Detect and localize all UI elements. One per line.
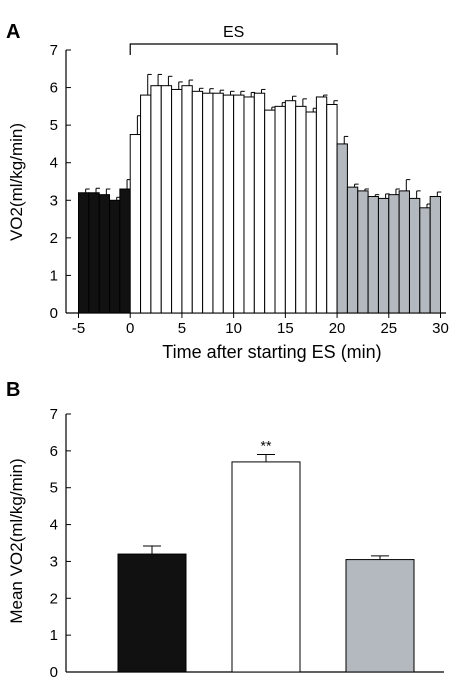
panel-b-bar	[231, 461, 301, 673]
panel-b-y-axis-title: Mean VO2(ml/kg/min)	[7, 458, 26, 623]
panel-a-bar	[408, 197, 421, 314]
panel-b-labels: 0 1 2 3 4 5 6 7 ** Mean VO2(ml/kg/min)	[7, 406, 272, 678]
panel-a-bar	[150, 85, 162, 314]
panel-b-y-tick-label: 1	[50, 627, 58, 644]
panel-a-bar	[274, 105, 286, 314]
panel-b-y-tick-label: 0	[50, 664, 58, 678]
panel-a-bar	[233, 94, 245, 314]
panel-a-bar	[88, 192, 100, 314]
panel-a-labels: 0 1 2 3 4 5 6 7 -5 0 5 10 15 20 25 30 ES Time after start…	[7, 24, 449, 362]
panel-a-x-tick-label: 5	[178, 320, 186, 337]
panel-b-y-tick-label: 6	[50, 443, 58, 460]
panel-a-bar	[419, 207, 431, 314]
panel-a-bar	[129, 134, 142, 314]
panel-a-bar	[78, 192, 90, 314]
panel-a-es-bracket	[129, 43, 338, 55]
panel-b-y-tick-label: 5	[50, 480, 58, 497]
panel-a-bar	[253, 92, 266, 314]
panel-a-bar	[357, 190, 369, 314]
panel-a-bar	[429, 196, 441, 314]
panel-a-x-tick-label: 30	[432, 320, 449, 337]
panel-b-y-tick-label: 7	[50, 406, 58, 423]
panel-label-a: A	[6, 21, 20, 43]
panel-a-y-tick-label: 6	[50, 80, 58, 97]
panel-b-y-tick-label: 3	[50, 553, 58, 570]
panel-a-y-tick-label: 3	[50, 192, 58, 209]
panel-a-bar	[222, 94, 235, 314]
panel-a-y-tick-label: 2	[50, 230, 58, 247]
panel-a-y-tick-label: 1	[50, 267, 58, 284]
panel-a-bar	[264, 109, 276, 314]
panel-a-bar	[388, 194, 400, 314]
panel-a-x-tick-label: 20	[329, 320, 346, 337]
panel-a-bar	[109, 199, 121, 314]
panel-label-b: B	[6, 379, 20, 401]
panel-a-bar	[160, 85, 173, 314]
panel-a-x-tick-label: 0	[126, 320, 134, 337]
panel-a-bar	[336, 143, 348, 314]
panel-a-bar	[305, 111, 317, 314]
panel-a-bar	[212, 92, 224, 314]
panel-a-bar	[315, 96, 328, 314]
panel-b-bars	[117, 454, 415, 673]
panel-a-bar	[367, 196, 379, 314]
panel-a-es-label: ES	[223, 24, 244, 41]
panel-a-bars	[78, 73, 442, 314]
panel-b-significance-marker: **	[261, 438, 272, 454]
panel-a-bar	[284, 100, 297, 314]
panel-a-bar	[346, 186, 359, 314]
panel-a-bar	[119, 188, 131, 314]
panel-a-bar	[202, 92, 214, 314]
panel-a-bar	[295, 105, 307, 314]
panel-a-bar	[398, 190, 410, 314]
panel-a-x-tick-label: 10	[225, 320, 242, 337]
panel-a-bar	[171, 88, 183, 314]
panel-b-y-tick-label: 4	[50, 517, 58, 534]
panel-a-x-tick-label: 15	[277, 320, 294, 337]
panel-b-bar	[117, 553, 187, 673]
panel-a-y-tick-label: 0	[50, 305, 58, 322]
panel-a-bar	[191, 90, 204, 314]
panel-b-bar	[345, 559, 415, 673]
panel-a-y-tick-label: 4	[50, 155, 58, 172]
panel-a-x-tick-label: 25	[380, 320, 397, 337]
panel-a-x-axis-title: Time after starting ES (min)	[162, 342, 381, 362]
panel-a-y-axis-title: VO2(ml/kg/min)	[7, 123, 26, 241]
panel-a-bar	[377, 197, 390, 314]
panel-a-y-tick-label: 5	[50, 117, 58, 134]
panel-a-x-tick-label: -5	[72, 320, 85, 337]
panel-a-bar	[243, 96, 255, 314]
panel-a-bar	[181, 85, 193, 314]
panel-a-y-tick-label: 7	[50, 42, 58, 59]
panel-a-bar	[140, 94, 152, 314]
panel-a-bar	[326, 103, 338, 314]
panel-a-bar	[98, 194, 111, 314]
panel-b-y-tick-label: 2	[50, 590, 58, 607]
